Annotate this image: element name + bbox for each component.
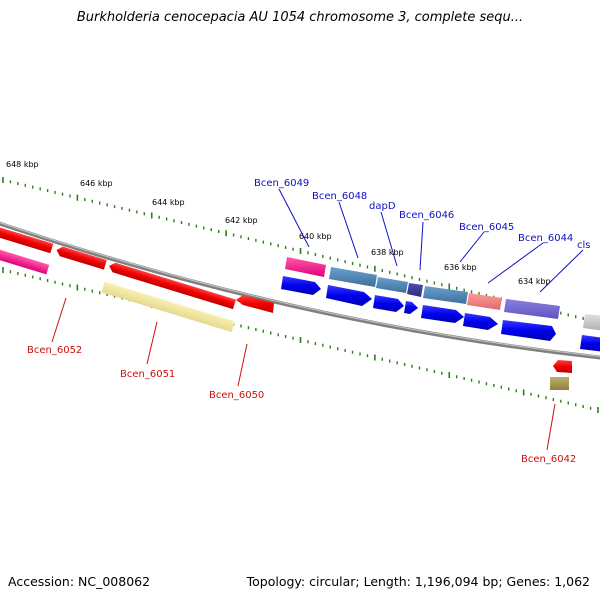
gene-label[interactable]: Bcen_6052 [27, 345, 82, 356]
gene-label[interactable]: Bcen_6042 [521, 454, 576, 465]
tick-label: 640 kbp [299, 232, 332, 241]
map-title: Burkholderia cenocepacia AU 1054 chromos… [76, 10, 524, 25]
gene-feature[interactable] [504, 299, 560, 319]
gene-label[interactable]: Bcen_6048 [312, 191, 367, 202]
gene-feature[interactable] [108, 261, 236, 310]
gene-label[interactable]: Bcen_6046 [399, 210, 454, 221]
gene-feature[interactable] [404, 301, 418, 314]
gene-feature[interactable] [463, 313, 498, 330]
gene-feature[interactable] [467, 293, 502, 310]
gene-feature[interactable] [501, 320, 556, 341]
gene-feature[interactable] [0, 247, 50, 275]
topology-text: Topology: circular; Length: 1,196,094 bp… [246, 574, 590, 589]
gene-feature[interactable] [329, 267, 377, 287]
tick-label: 648 kbp [6, 160, 39, 169]
gene-label[interactable]: Bcen_6050 [209, 390, 264, 401]
gene-row-forward-lower [281, 276, 600, 352]
gene-feature[interactable] [550, 377, 569, 390]
tick-label: 644 kbp [152, 198, 185, 207]
gene-feature[interactable] [285, 257, 326, 277]
gene-row-reverse-lower [0, 247, 235, 333]
gene-feature[interactable] [0, 225, 54, 254]
accession-text: Accession: NC_008062 [8, 574, 151, 589]
gene-label[interactable]: cls [577, 240, 591, 251]
gene-feature[interactable] [580, 335, 600, 352]
gene-feature[interactable] [373, 295, 404, 312]
chromosome-backbone-highlight [0, 222, 600, 357]
gene-feature[interactable] [281, 276, 321, 295]
gene-label[interactable]: Bcen_6051 [120, 369, 175, 380]
gene-feature[interactable] [407, 283, 423, 297]
gene-row-forward-upper [285, 257, 600, 331]
gene-feature[interactable] [101, 281, 235, 333]
gene-feature[interactable] [423, 286, 468, 304]
gene-feature[interactable] [583, 314, 600, 331]
gene-feature[interactable] [421, 305, 464, 323]
tick-label: 636 kbp [444, 263, 477, 272]
gene-label[interactable]: Bcen_6049 [254, 178, 309, 189]
bottom-label-leaders [51, 297, 556, 451]
chromosome-backbone [0, 221, 600, 360]
gene-feature[interactable] [376, 277, 408, 293]
tick-label: 646 kbp [80, 179, 113, 188]
gene-label[interactable]: dapD [369, 201, 396, 212]
gene-feature[interactable] [55, 245, 107, 270]
tick-label: 642 kbp [225, 216, 258, 225]
gene-label[interactable]: Bcen_6044 [518, 233, 573, 244]
gene-feature[interactable] [326, 285, 372, 306]
gene-feature[interactable] [553, 360, 572, 373]
tick-label: 634 kbp [518, 277, 551, 286]
gene-row-reverse-upper [0, 225, 236, 310]
top-label-leaders [278, 188, 584, 293]
scale-tick-labels: 648 kbp 646 kbp 644 kbp 642 kbp 640 kbp … [6, 160, 551, 286]
gene-label[interactable]: Bcen_6045 [459, 222, 514, 233]
tick-label: 638 kbp [371, 248, 404, 257]
gene-feature[interactable] [236, 295, 274, 313]
